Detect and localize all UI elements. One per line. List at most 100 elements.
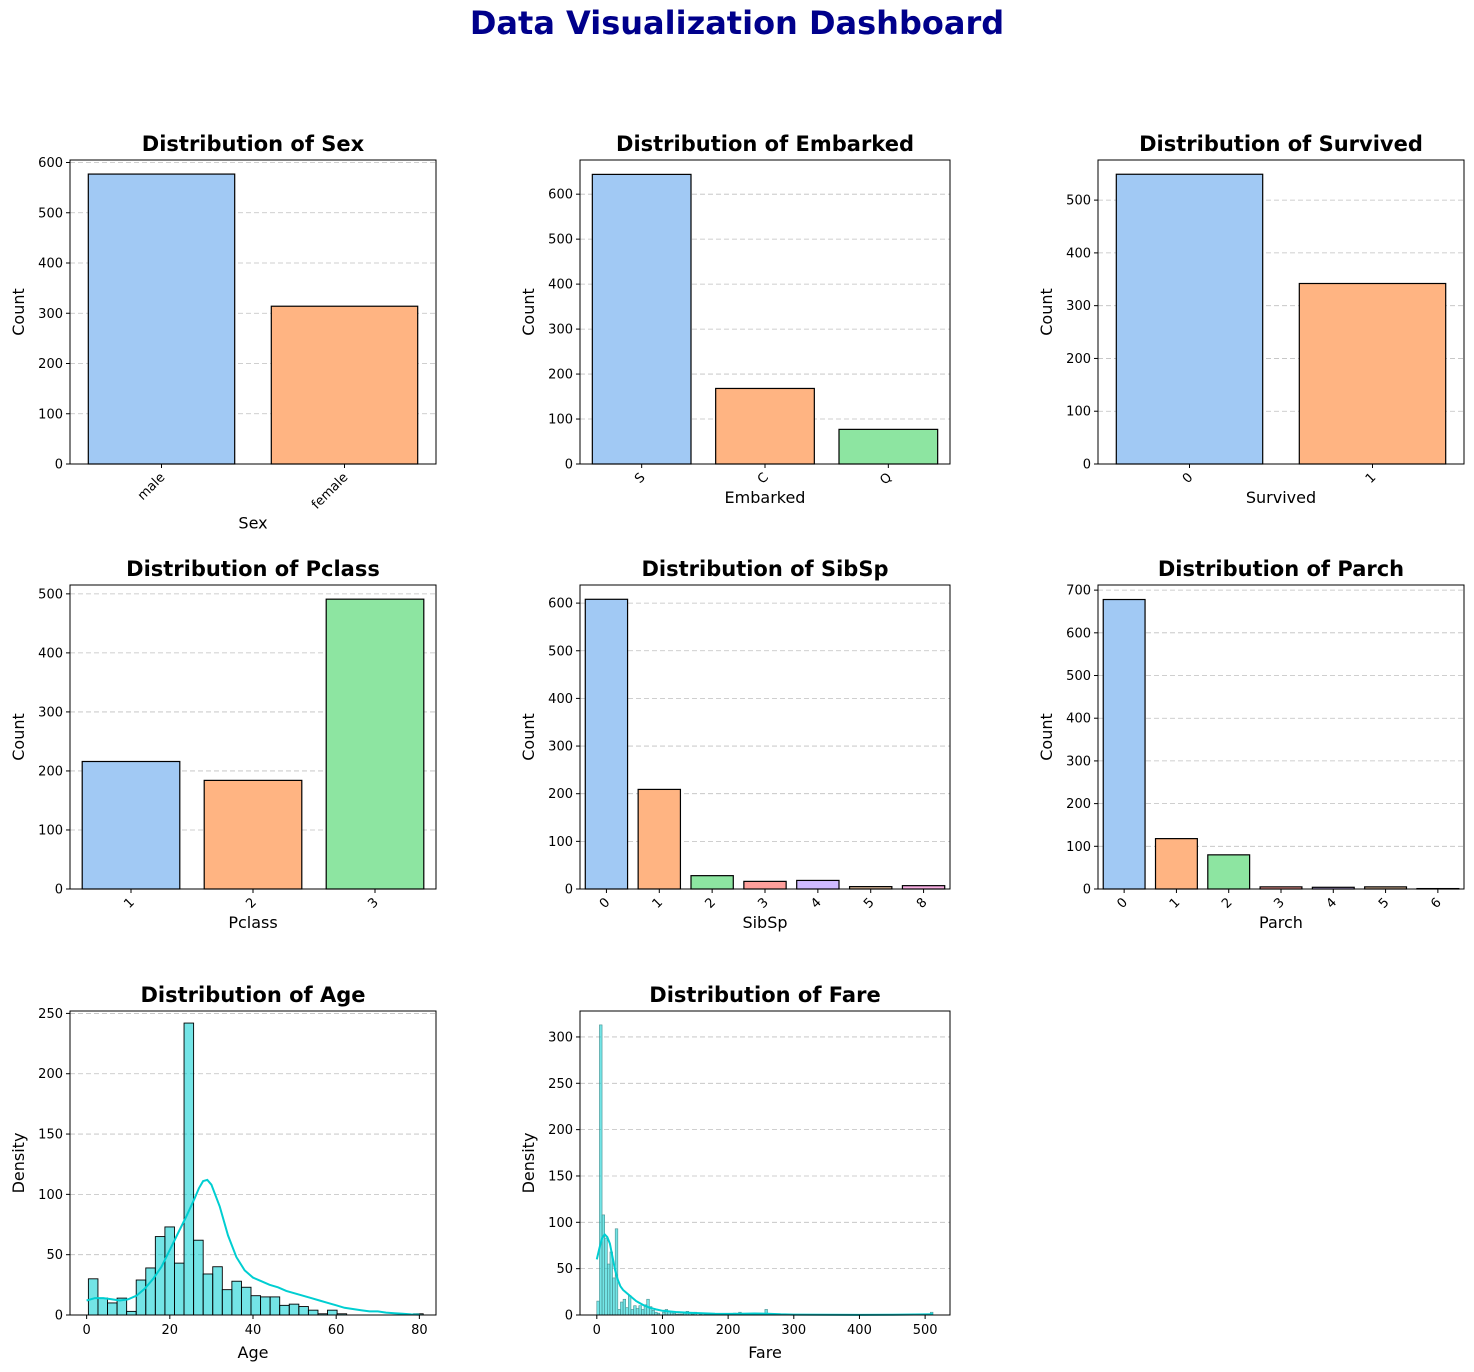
hist-bin: [87, 1278, 99, 1316]
hist-bin: [612, 1277, 616, 1316]
y-tick-label: 600: [38, 156, 63, 171]
x-axis-label: Age: [238, 1343, 269, 1362]
hist-bin: [250, 1295, 262, 1316]
y-axis-label: Density: [9, 1133, 28, 1194]
y-tick-label: 100: [1066, 840, 1091, 855]
chart-title: Distribution of SibSp: [641, 557, 888, 581]
hist-bin: [135, 1279, 147, 1316]
y-tick-label: 0: [565, 458, 573, 473]
y-axis-label: Count: [1037, 288, 1056, 336]
bar-1: [637, 788, 682, 890]
y-axis-label: Count: [9, 288, 28, 336]
y-tick-label: 300: [38, 705, 63, 720]
y-tick-label: 400: [1066, 712, 1091, 727]
hist-bin: [288, 1303, 300, 1316]
x-tick-label: 4: [1324, 895, 1340, 911]
hist-bin: [164, 1226, 175, 1316]
bar-1: [1298, 282, 1447, 465]
plot-frame: [1097, 159, 1465, 465]
y-axis-label: Count: [519, 713, 538, 761]
y-tick-label: 0: [55, 458, 63, 473]
chart-title: Distribution of Embarked: [616, 132, 914, 156]
y-tick-label: 100: [38, 1188, 63, 1203]
x-tick-label: S: [632, 470, 648, 486]
x-axis-label: Sex: [238, 514, 267, 533]
hist-bin: [599, 1024, 603, 1316]
x-tick-label: 3: [1271, 895, 1287, 911]
bar-male: [87, 173, 236, 465]
x-tick-label: 0: [597, 895, 613, 911]
x-tick-label: 2: [1219, 895, 1235, 911]
bar-8: [901, 885, 946, 890]
hist-bin: [604, 1237, 608, 1316]
hist-bin: [221, 1289, 233, 1316]
x-tick-label: 60: [328, 1323, 345, 1338]
y-tick-label: 600: [548, 597, 573, 612]
x-tick-label: 20: [162, 1323, 179, 1338]
hist-bin: [630, 1309, 634, 1316]
chart-embarked: Distribution of Embarked 0 100 200 300 400 500…: [519, 132, 951, 507]
y-tick-label: 0: [565, 883, 573, 898]
plot-frame: [579, 584, 951, 890]
x-tick-label: 1: [1167, 895, 1183, 911]
hist-bin: [154, 1236, 166, 1316]
y-tick-label: 700: [1066, 584, 1091, 599]
y-tick-label: 100: [38, 823, 63, 838]
x-tick-label: 100: [650, 1323, 675, 1338]
bar-3: [325, 598, 425, 890]
chart-survived: Distribution of Survived 0 100 200 300 400 500…: [1037, 132, 1465, 507]
hist-bin: [126, 1310, 137, 1316]
x-tick-label: 0: [593, 1323, 601, 1338]
hist-bin: [145, 1267, 156, 1316]
x-axis-label: Survived: [1246, 488, 1316, 507]
hist-bin: [609, 1251, 613, 1316]
y-tick-label: 300: [548, 740, 573, 755]
x-tick-label: 400: [847, 1323, 872, 1338]
x-tick-label: 2: [703, 895, 719, 911]
y-tick-label: 50: [556, 1262, 573, 1277]
y-tick-label: 250: [38, 1007, 63, 1022]
y-tick-label: 500: [1066, 194, 1091, 209]
hist-bin: [307, 1309, 319, 1316]
chart-fare: Distribution of Fare 0 50 100 150 200 250 300 De…: [519, 983, 951, 1362]
hist-bin: [617, 1309, 621, 1316]
y-tick-label: 0: [1083, 883, 1091, 898]
hist-bin: [596, 1300, 600, 1316]
hist-bin: [279, 1304, 290, 1316]
y-tick-label: 300: [548, 323, 573, 338]
x-tick-label: 500: [913, 1323, 938, 1338]
bar-C: [715, 387, 815, 465]
y-tick-label: 50: [46, 1248, 63, 1263]
y-tick-label: 200: [38, 764, 63, 779]
y-tick-label: 100: [548, 835, 573, 850]
bar-S: [591, 173, 692, 465]
bar-0: [1115, 173, 1264, 465]
y-tick-label: 400: [38, 646, 63, 661]
y-tick-label: 400: [548, 278, 573, 293]
chart-age: Distribution of Age050100150200250Densit…: [9, 983, 437, 1362]
y-tick-label: 200: [548, 1123, 573, 1138]
hist-bin: [638, 1305, 642, 1316]
chart-sibsp: Distribution of SibSp 0 100 200 300 400 500 600…: [519, 557, 951, 932]
x-tick-label: 3: [365, 895, 381, 911]
y-tick-label: 250: [548, 1077, 573, 1092]
y-tick-label: 150: [548, 1169, 573, 1184]
y-tick-label: 100: [38, 407, 63, 422]
y-axis-label: Count: [519, 288, 538, 336]
chart-title: Distribution of Survived: [1139, 132, 1423, 156]
bar-0: [584, 598, 629, 890]
y-tick-label: 400: [38, 257, 63, 272]
x-axis-label: Embarked: [725, 488, 806, 507]
chart-title: Distribution of Parch: [1158, 557, 1404, 581]
x-tick-label: 5: [1376, 895, 1392, 911]
plot-frame: [69, 584, 437, 890]
x-tick-label: female: [309, 470, 351, 512]
x-tick-label: 80: [411, 1323, 428, 1338]
x-tick-label: 0: [82, 1323, 90, 1338]
y-axis-label: Count: [9, 713, 28, 761]
x-tick-label: Q: [877, 470, 895, 488]
hist-bin: [107, 1302, 118, 1316]
plot-frame: [1097, 584, 1465, 890]
bar-2: [203, 779, 303, 890]
